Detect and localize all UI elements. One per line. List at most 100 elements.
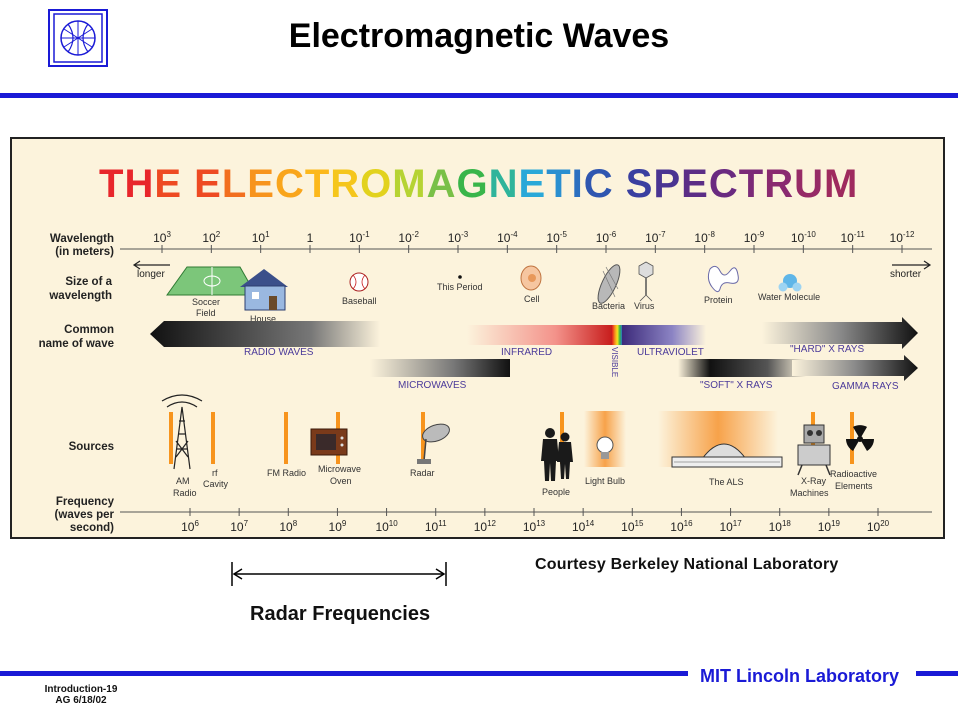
- heading-letter: M: [824, 162, 858, 206]
- heading-letter: L: [222, 162, 247, 206]
- virus-label: Virus: [634, 301, 655, 311]
- wavelength-tick-label: 10-4: [497, 230, 518, 245]
- frequency-tick-label: 107: [230, 519, 248, 534]
- xray-label: X-Ray: [801, 476, 827, 486]
- row-label-sources: Sources: [69, 441, 114, 453]
- frequency-tick-label: 1012: [474, 519, 497, 534]
- heading-letter: O: [360, 162, 392, 206]
- longer-arrow: [132, 260, 170, 270]
- shorter-label: shorter: [890, 269, 922, 280]
- frequency-tick-label: 1020: [867, 519, 890, 534]
- heading-letter: I: [572, 162, 584, 206]
- als-label: The ALS: [709, 477, 744, 487]
- wavelength-tick-label: 10-10: [791, 230, 816, 245]
- frequency-tick-label: 1015: [621, 519, 644, 534]
- microwave-oven-label: Microwave: [318, 464, 361, 474]
- wavelength-tick-label: 10-3: [448, 230, 469, 245]
- xray-label-2: Machines: [790, 488, 829, 498]
- soccer-field-icon: [166, 266, 257, 296]
- ultraviolet-label: ULTRAVIOLET: [637, 347, 704, 358]
- longer-label: longer: [137, 269, 165, 280]
- heading-letter: [614, 162, 626, 206]
- heading-letter: T: [739, 162, 764, 206]
- wavelength-tick-label: 102: [202, 230, 220, 245]
- rf-cavity-label-2: Cavity: [203, 479, 229, 489]
- radar-dish-icon: [417, 423, 450, 464]
- frequency-tick-label: 1011: [425, 519, 447, 534]
- period-dot-icon: [458, 275, 462, 279]
- wavelength-tick-label: 10-12: [890, 230, 915, 245]
- soft-xrays-label: "SOFT" X RAYS: [700, 380, 773, 391]
- people-label: People: [542, 487, 570, 497]
- radar-label: Radar: [410, 468, 435, 478]
- wavelength-tick-label: 103: [153, 230, 171, 245]
- soft-xray-band: [678, 359, 806, 377]
- row-label-wavelength-unit: (in meters): [55, 246, 114, 258]
- frequency-tick-label: 1014: [572, 519, 595, 534]
- radioactive-label: Radioactive: [830, 469, 877, 479]
- bottom-divider-right: [916, 671, 958, 676]
- heading-letter: U: [794, 162, 824, 206]
- microwave-band: [370, 359, 510, 377]
- radio-wave-band: [150, 321, 380, 347]
- wavelength-tick-label: 10-1: [349, 230, 370, 245]
- virus-icon: [638, 261, 654, 302]
- infrared-band: [467, 325, 615, 345]
- am-radio-label: AM: [176, 476, 190, 486]
- shorter-arrow: [892, 260, 932, 270]
- mit-ll-logo: [48, 9, 108, 67]
- heading-letter: [182, 162, 194, 206]
- source-bar-am: [169, 412, 173, 464]
- heading-letter: T: [305, 162, 330, 206]
- heading-letter: M: [392, 162, 426, 206]
- frequency-tick-label: 1017: [719, 519, 742, 534]
- visible-label: VISIBLE: [610, 347, 619, 377]
- am-radio-tower-icon: [161, 394, 203, 470]
- slide-identifier: Introduction-19 AG 6/18/02: [40, 684, 122, 706]
- row-label-frequency-2: (waves per: [55, 509, 115, 521]
- top-divider: [0, 93, 958, 98]
- radar-frequency-range: [225, 558, 455, 590]
- heading-letter: E: [154, 162, 182, 206]
- light-bulb-label: Light Bulb: [585, 476, 625, 486]
- soccer-field-label-2: Field: [196, 308, 216, 318]
- frequency-tick-label: 1010: [375, 519, 398, 534]
- row-label-size: Size of a: [65, 276, 112, 288]
- light-bulb-icon: [596, 436, 614, 459]
- cell-icon: [520, 265, 542, 291]
- spectrum-heading: THE ELECTROMAGNETIC SPECTRUM: [99, 162, 858, 206]
- source-bar-fm: [284, 412, 288, 464]
- house-label: House: [250, 314, 276, 324]
- radio-waves-label: RADIO WAVES: [244, 347, 314, 358]
- cell-label: Cell: [524, 294, 540, 304]
- xray-machine-icon: [797, 424, 831, 476]
- protein-label: Protein: [704, 295, 733, 305]
- lab-name: MIT Lincoln Laboratory: [700, 666, 900, 686]
- source-bar-rf: [211, 412, 215, 464]
- heading-letter: C: [275, 162, 305, 206]
- heading-letter: H: [124, 162, 154, 206]
- hard-xrays-label: "HARD" X RAYS: [790, 344, 864, 355]
- radioactive-label-2: Elements: [835, 481, 873, 491]
- heading-letter: A: [427, 162, 457, 206]
- gamma-ray-band: [792, 355, 918, 381]
- spectrum-diagram: THE ELECTROMAGNETIC SPECTRUM Wavelength …: [10, 137, 945, 539]
- water-molecule-icon: [778, 274, 802, 292]
- source-bar-radioactive: [850, 412, 854, 464]
- radioactive-symbol-icon: [846, 425, 874, 451]
- wavelength-tick-label: 10-9: [744, 230, 765, 245]
- slide-id-line-2: AG 6/18/02: [55, 695, 107, 706]
- row-label-size-2: wavelength: [48, 290, 112, 302]
- heading-letter: E: [247, 162, 275, 206]
- courtesy-note: Courtesy Berkeley National Laboratory: [535, 556, 839, 573]
- heading-letter: R: [330, 162, 360, 206]
- water-molecule-label: Water Molecule: [758, 292, 820, 302]
- heading-letter: E: [519, 162, 547, 206]
- heading-letter: R: [764, 162, 794, 206]
- wavelength-tick-label: 10-7: [645, 230, 666, 245]
- heading-letter: E: [194, 162, 222, 206]
- baseball-icon: [349, 272, 369, 292]
- row-label-common-name: Common: [64, 324, 114, 336]
- frequency-tick-label: 109: [329, 519, 347, 534]
- wavelength-tick-label: 101: [252, 230, 270, 245]
